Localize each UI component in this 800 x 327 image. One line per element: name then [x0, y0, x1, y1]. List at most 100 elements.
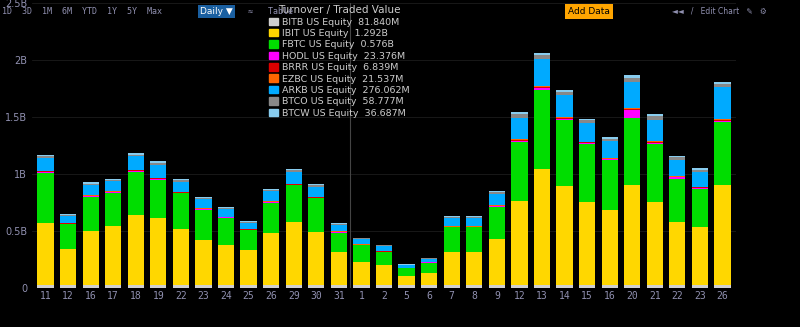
Bar: [218, 207, 234, 208]
Bar: [82, 182, 98, 183]
Bar: [421, 263, 438, 273]
Bar: [218, 209, 234, 216]
Bar: [38, 285, 54, 288]
Bar: [670, 160, 686, 176]
Bar: [398, 276, 414, 285]
Bar: [82, 197, 98, 231]
Bar: [38, 223, 54, 285]
Bar: [534, 88, 550, 90]
Bar: [263, 192, 279, 201]
Bar: [286, 172, 302, 183]
Bar: [150, 163, 166, 164]
Bar: [286, 285, 302, 288]
Bar: [714, 285, 730, 288]
Bar: [82, 185, 98, 195]
Bar: [670, 285, 686, 288]
Bar: [692, 187, 708, 188]
Bar: [692, 285, 708, 288]
Bar: [489, 192, 505, 194]
Bar: [376, 265, 392, 285]
Bar: [421, 262, 438, 263]
Bar: [646, 285, 663, 288]
Bar: [398, 265, 414, 267]
Bar: [308, 285, 325, 288]
Bar: [511, 141, 527, 142]
Bar: [241, 221, 257, 223]
Bar: [128, 215, 144, 285]
Bar: [466, 252, 482, 285]
Bar: [38, 154, 54, 156]
Bar: [60, 224, 76, 249]
Bar: [286, 185, 302, 222]
Bar: [534, 55, 550, 60]
Bar: [556, 90, 573, 92]
Bar: [82, 195, 98, 196]
Bar: [646, 202, 663, 285]
Bar: [263, 202, 279, 203]
Bar: [579, 119, 595, 120]
Bar: [173, 285, 189, 288]
Bar: [128, 170, 144, 171]
Bar: [218, 245, 234, 285]
Text: Daily ▼: Daily ▼: [200, 7, 233, 16]
Bar: [286, 170, 302, 172]
Bar: [150, 164, 166, 178]
Bar: [646, 116, 663, 120]
Bar: [60, 223, 76, 224]
Text: Add Data: Add Data: [568, 7, 610, 16]
Bar: [646, 120, 663, 141]
Bar: [489, 285, 505, 288]
Bar: [195, 198, 212, 199]
Bar: [556, 95, 573, 117]
Bar: [105, 179, 122, 180]
Bar: [60, 215, 76, 216]
Bar: [308, 197, 325, 198]
Bar: [692, 228, 708, 285]
Bar: [556, 119, 573, 120]
Bar: [218, 208, 234, 209]
Bar: [692, 168, 708, 169]
Bar: [714, 84, 730, 87]
Bar: [692, 189, 708, 228]
Bar: [128, 169, 144, 170]
Bar: [489, 205, 505, 206]
Bar: [354, 262, 370, 285]
Bar: [308, 184, 325, 185]
Bar: [195, 285, 212, 288]
Bar: [579, 123, 595, 142]
Bar: [692, 188, 708, 189]
Bar: [241, 250, 257, 285]
Bar: [670, 176, 686, 177]
Bar: [466, 228, 482, 252]
Bar: [218, 218, 234, 245]
Bar: [60, 285, 76, 288]
Bar: [173, 192, 189, 193]
Bar: [534, 86, 550, 87]
Bar: [646, 141, 663, 142]
Bar: [670, 156, 686, 157]
Bar: [82, 183, 98, 185]
Bar: [670, 178, 686, 179]
Bar: [82, 196, 98, 197]
Bar: [511, 112, 527, 114]
Bar: [354, 245, 370, 262]
Bar: [579, 143, 595, 145]
Bar: [330, 252, 347, 285]
Bar: [579, 202, 595, 285]
Bar: [286, 169, 302, 170]
Bar: [82, 231, 98, 285]
Bar: [38, 172, 54, 173]
Bar: [376, 252, 392, 265]
Bar: [511, 114, 527, 117]
Bar: [421, 273, 438, 285]
Bar: [602, 141, 618, 158]
Bar: [105, 180, 122, 181]
Bar: [195, 199, 212, 208]
Bar: [511, 142, 527, 201]
Bar: [556, 92, 573, 95]
Bar: [602, 137, 618, 139]
Bar: [624, 118, 640, 185]
Bar: [624, 110, 640, 118]
Bar: [714, 82, 730, 84]
Bar: [692, 172, 708, 187]
